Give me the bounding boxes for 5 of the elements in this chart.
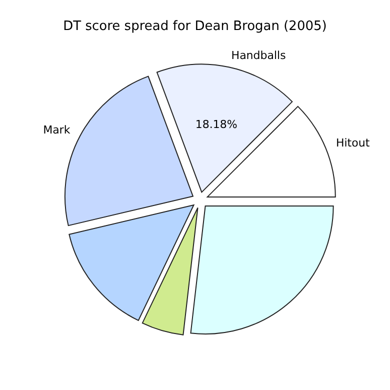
slice-label: Mark (43, 124, 71, 137)
slice-label: Handballs (231, 49, 286, 62)
slice-label: Hitout (336, 136, 370, 150)
data-label: 18.18% (195, 118, 238, 131)
chart-title: DT score spread for Dean Brogan (2005) (63, 19, 327, 34)
